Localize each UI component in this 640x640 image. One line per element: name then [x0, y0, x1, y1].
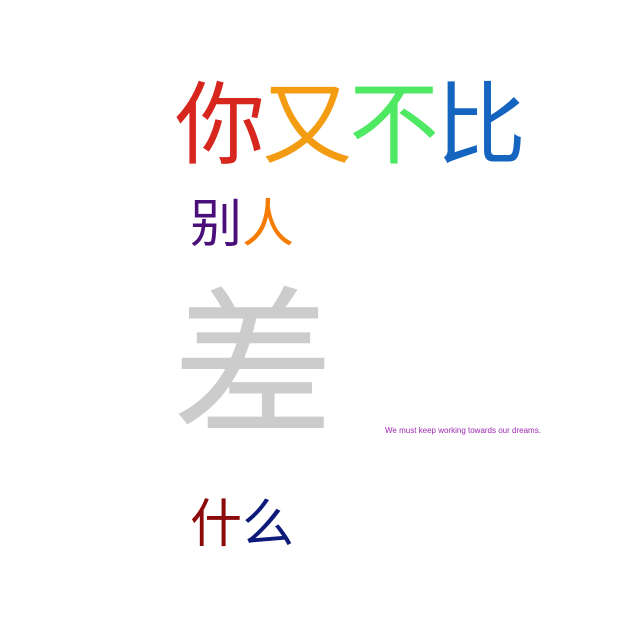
headline: 你又不比	[175, 66, 526, 186]
subline-char: 么	[242, 495, 295, 555]
headline-char: 不	[349, 73, 439, 178]
subline-what: 什么	[190, 490, 294, 560]
subline-char: 什	[190, 495, 243, 555]
subline-others: 别人	[190, 190, 294, 260]
subline-char: 别	[190, 195, 243, 255]
subline-char: 人	[242, 195, 295, 255]
big-character: 差	[172, 273, 334, 461]
headline-char: 又	[262, 73, 352, 178]
motto-text: We must keep working towards our dreams.	[385, 426, 541, 435]
headline-char: 比	[436, 73, 526, 178]
headline-char: 你	[175, 73, 265, 178]
